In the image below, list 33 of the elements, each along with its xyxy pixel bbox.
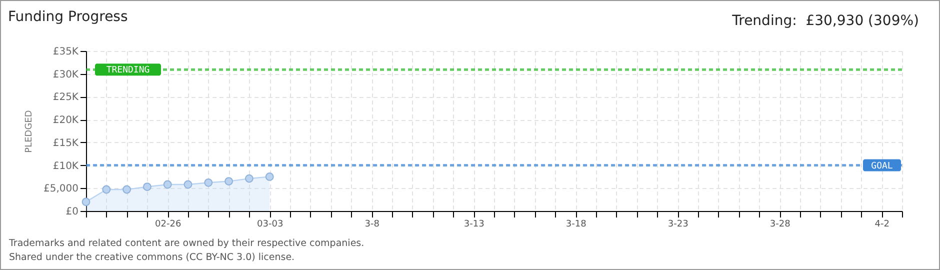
y-tick-label: £5,000 [44, 184, 78, 195]
point [102, 185, 111, 194]
x-tick-label: 02-26 [155, 220, 182, 230]
point [244, 174, 254, 183]
x-tick-label: 3-28 [770, 220, 791, 230]
y-tick-label: £35K [52, 46, 79, 58]
text: Trademarks and related content are owned by their respective companies. [9, 237, 364, 251]
point [122, 185, 132, 194]
point [184, 180, 192, 189]
y-tick-label: £0 [66, 206, 78, 218]
y-tick-label: £10K [52, 160, 79, 172]
point [142, 182, 152, 191]
x-tick-label: 3-13 [464, 220, 484, 230]
x-tick-label: 4-2 [874, 220, 890, 230]
y-tick-label: £20K [52, 115, 79, 126]
point [82, 198, 90, 206]
x-tick-label: 03-03 [257, 220, 284, 230]
chart-title: Funding Progress [8, 9, 128, 25]
ref-line-label: TRENDING [106, 66, 150, 76]
y-tick-label: £30K [52, 69, 79, 80]
x-tick-label: 3-18 [566, 220, 587, 230]
y-axis-title: PLEDGED [24, 110, 35, 153]
ref-line-label: GOAL [871, 161, 893, 172]
point [204, 178, 213, 187]
x-tick-label: 3-23 [668, 220, 688, 230]
point [224, 177, 234, 186]
text: Trending: £30,930 (309%) [732, 13, 919, 29]
point [163, 180, 172, 189]
text: Shared under the creative commons (CC BY-NC 3.0) license. [9, 251, 296, 265]
point [265, 172, 274, 181]
y-tick-label: £15K [52, 138, 79, 149]
y-tick-label: £25K [52, 92, 79, 104]
x-tick-label: 3-8 [364, 220, 380, 230]
